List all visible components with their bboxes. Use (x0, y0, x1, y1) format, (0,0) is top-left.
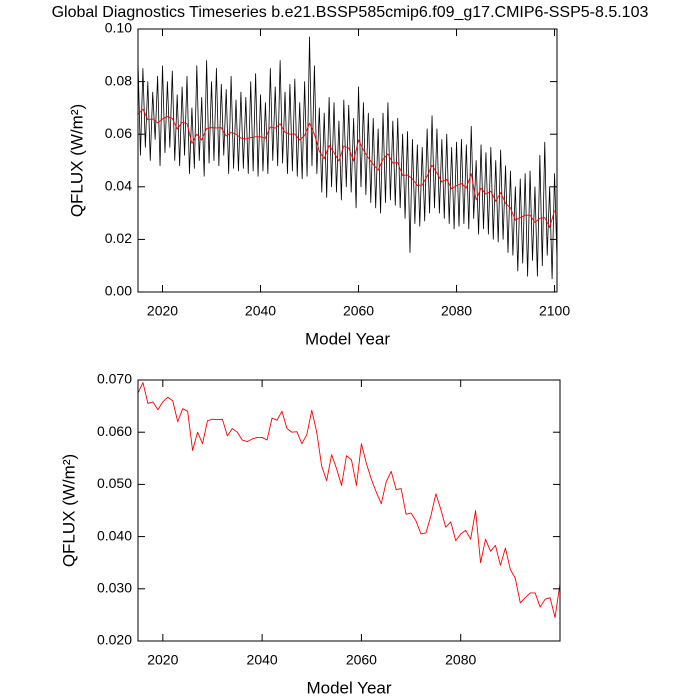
x-tick-label: 2080 (441, 303, 472, 319)
x-tick-label: 2060 (346, 652, 377, 668)
x-tick-label: 2100 (539, 303, 570, 319)
x-tick-label: 2040 (247, 652, 278, 668)
x-tick-label: 2040 (245, 303, 276, 319)
y-tick-label: 0.070 (97, 371, 132, 387)
x-axis-label: Model Year (306, 678, 391, 697)
plot-frame (137, 28, 558, 293)
x-axis-label: Model Year (305, 329, 390, 348)
y-tick-label: 0.00 (105, 283, 132, 299)
chart-title: Global Diagnostics Timeseries b.e21.BSSP… (52, 4, 649, 21)
y-tick-label: 0.04 (105, 178, 132, 194)
x-tick-label: 2020 (147, 652, 178, 668)
x-tick-label: 2080 (445, 652, 476, 668)
data-line (137, 108, 555, 229)
x-tick-label: 2060 (343, 303, 374, 319)
y-axis-label: QFLUX (W/m²) (67, 104, 86, 217)
y-tick-label: 0.020 (97, 632, 132, 648)
y-tick-label: 0.050 (97, 475, 132, 491)
y-tick-label: 0.040 (97, 527, 132, 543)
y-tick-label: 0.10 (105, 20, 132, 36)
y-tick-label: 0.030 (97, 580, 132, 596)
y-axis-label: QFLUX (W/m²) (59, 454, 78, 567)
y-tick-label: 0.06 (105, 125, 132, 141)
data-line (137, 382, 561, 618)
y-tick-label: 0.060 (97, 423, 132, 439)
y-tick-label: 0.02 (105, 230, 132, 246)
plot-frame (137, 379, 561, 642)
y-tick-label: 0.08 (105, 72, 132, 88)
x-tick-label: 2020 (147, 303, 178, 319)
